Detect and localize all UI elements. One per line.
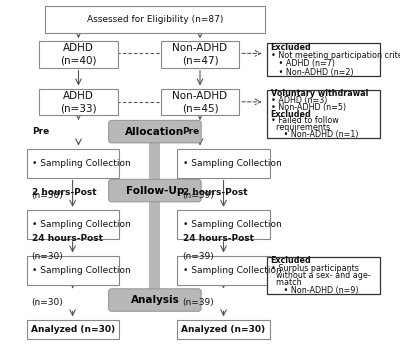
Text: requirements: requirements (270, 123, 330, 132)
Text: Non-ADHD
(n=47): Non-ADHD (n=47) (172, 43, 228, 66)
Text: • Sampling Collection: • Sampling Collection (32, 159, 130, 168)
FancyBboxPatch shape (161, 41, 239, 68)
Text: Voluntary withdrawal: Voluntary withdrawal (270, 89, 368, 98)
FancyBboxPatch shape (178, 256, 270, 285)
Text: (n=39): (n=39) (182, 252, 214, 261)
FancyBboxPatch shape (267, 43, 380, 76)
Text: Analyzed (n=30): Analyzed (n=30) (30, 325, 115, 334)
FancyBboxPatch shape (161, 89, 239, 115)
Text: Pre: Pre (32, 127, 49, 136)
Text: • Sampling Collection: • Sampling Collection (32, 266, 130, 275)
Text: Analyzed (n=30): Analyzed (n=30) (182, 325, 266, 334)
Text: Analysis: Analysis (130, 295, 179, 305)
FancyBboxPatch shape (150, 132, 160, 300)
Text: ADHD
(n=33): ADHD (n=33) (60, 91, 97, 113)
Text: (n=39): (n=39) (182, 297, 214, 307)
Text: (n=30): (n=30) (32, 191, 63, 200)
FancyBboxPatch shape (45, 6, 265, 33)
FancyBboxPatch shape (178, 210, 270, 239)
Text: 2 hours-Post: 2 hours-Post (182, 188, 247, 197)
FancyBboxPatch shape (267, 91, 380, 138)
Text: Excluded: Excluded (270, 110, 311, 118)
Text: • Sampling Collection: • Sampling Collection (182, 159, 281, 168)
FancyBboxPatch shape (26, 210, 119, 239)
Text: ADHD
(n=40): ADHD (n=40) (60, 43, 97, 66)
Text: Non-ADHD
(n=45): Non-ADHD (n=45) (172, 91, 228, 113)
Text: match: match (270, 279, 301, 287)
Text: Pre: Pre (182, 127, 200, 136)
Text: • Non-ADHD (n=5): • Non-ADHD (n=5) (270, 103, 346, 112)
Text: Allocation: Allocation (125, 127, 184, 137)
Text: Follow-Up: Follow-Up (126, 185, 184, 195)
Text: (n=30): (n=30) (32, 297, 63, 307)
FancyBboxPatch shape (109, 179, 201, 202)
FancyBboxPatch shape (26, 149, 119, 178)
Text: • Non-ADHD (n=1): • Non-ADHD (n=1) (270, 130, 358, 139)
Text: Excluded: Excluded (270, 43, 311, 52)
Text: 24 hours-Post: 24 hours-Post (32, 234, 103, 243)
Text: 2 hours-Post: 2 hours-Post (32, 188, 96, 197)
FancyBboxPatch shape (26, 319, 119, 339)
Text: Assessed for Eligibility (n=87): Assessed for Eligibility (n=87) (87, 15, 223, 24)
Text: • Sampling Collection: • Sampling Collection (32, 220, 130, 229)
Text: • Sampling Collection: • Sampling Collection (182, 220, 281, 229)
Text: • Non-ADHD (n=2): • Non-ADHD (n=2) (270, 68, 353, 77)
Text: (n=30): (n=30) (32, 252, 63, 261)
Text: • ADHD (n=7): • ADHD (n=7) (270, 59, 334, 68)
Text: • Sampling Collection: • Sampling Collection (182, 266, 281, 275)
Text: (n=39): (n=39) (182, 191, 214, 200)
Text: • ADHD (n=3): • ADHD (n=3) (270, 96, 327, 105)
FancyBboxPatch shape (26, 256, 119, 285)
Text: • Not meeting participation criteria: • Not meeting participation criteria (270, 51, 400, 60)
Text: • Non-ADHD (n=9): • Non-ADHD (n=9) (270, 286, 358, 295)
FancyBboxPatch shape (267, 257, 380, 294)
FancyBboxPatch shape (178, 319, 270, 339)
Text: without a sex- and age-: without a sex- and age- (270, 271, 370, 280)
Text: • Failed to follow: • Failed to follow (270, 116, 338, 125)
FancyBboxPatch shape (39, 41, 118, 68)
FancyBboxPatch shape (39, 89, 118, 115)
FancyBboxPatch shape (109, 289, 201, 311)
Text: • Surplus participants: • Surplus participants (270, 263, 358, 272)
Text: 24 hours-Post: 24 hours-Post (182, 234, 254, 243)
Text: Excluded: Excluded (270, 256, 311, 265)
FancyBboxPatch shape (178, 149, 270, 178)
FancyBboxPatch shape (109, 120, 201, 143)
